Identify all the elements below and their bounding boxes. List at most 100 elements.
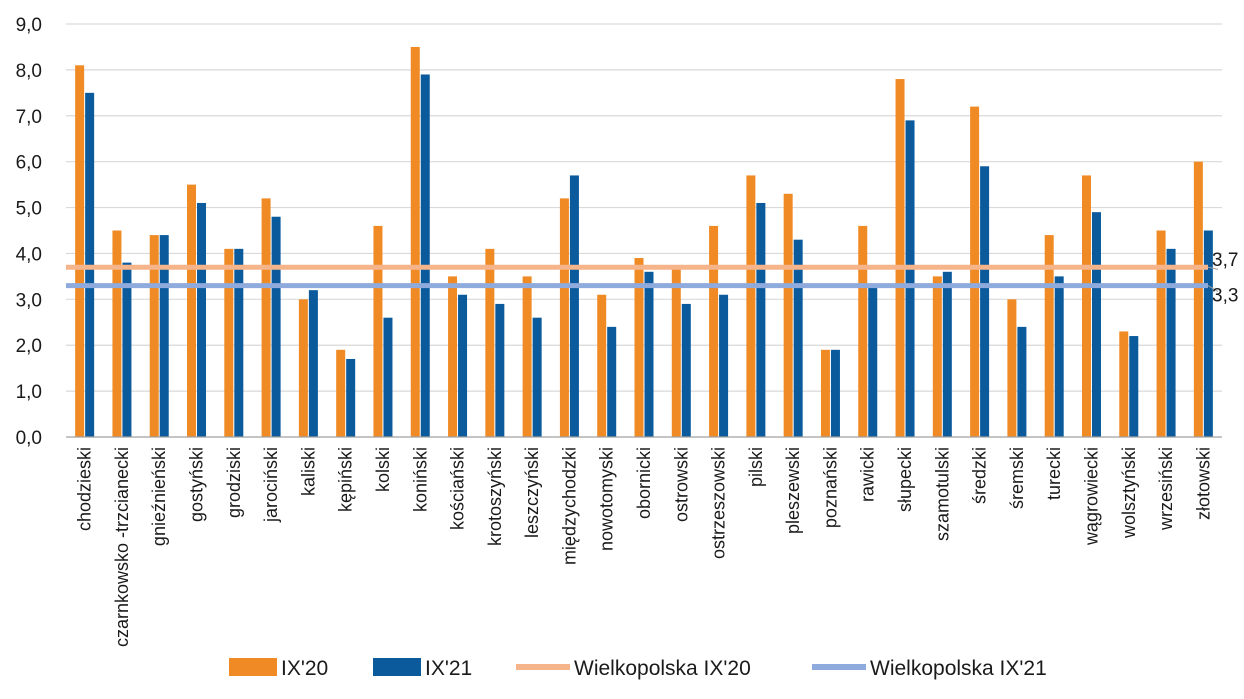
legend-swatch: [373, 658, 421, 676]
bar-ix21: [644, 271, 654, 437]
bar-ix21: [1054, 276, 1064, 437]
reference-leader: [1207, 266, 1219, 270]
bar-ix21: [1203, 230, 1213, 437]
bar-ix20: [187, 184, 197, 437]
bar-ix21: [458, 294, 468, 437]
bar-ix20: [1119, 331, 1129, 437]
legend-label: Wielkopolska IX'20: [574, 657, 751, 680]
y-tick-label: 7,0: [16, 107, 42, 128]
y-tick-label: 5,0: [16, 199, 42, 220]
category-label: obornicki: [634, 447, 654, 519]
legend-label: IX'20: [281, 657, 328, 680]
category-label: złotowski: [1193, 447, 1213, 520]
bar-ix21: [905, 120, 915, 437]
category-label: chodzieski: [75, 447, 95, 531]
bar-ix20: [336, 349, 346, 437]
y-tick-label: 9,0: [16, 15, 42, 36]
bar-ix21: [1129, 336, 1139, 437]
bar-ix20: [559, 198, 569, 437]
bar-ix21: [271, 216, 281, 437]
bar-ix21: [607, 326, 617, 437]
category-label: poznański: [820, 447, 840, 528]
legend-swatch: [229, 658, 277, 676]
category-label: wolsztyński: [1119, 447, 1139, 539]
bar-ix20: [75, 65, 85, 438]
category-label: średzki: [970, 447, 990, 504]
bar-ix21: [793, 239, 803, 437]
bar-ix21: [681, 303, 691, 437]
bar-ix20: [1193, 161, 1203, 437]
bar-ix21: [197, 202, 207, 437]
category-label: wągrowiecki: [1081, 447, 1101, 546]
bar-ix21: [420, 74, 430, 437]
bar-ix20: [485, 248, 495, 437]
category-label: kościański: [448, 447, 468, 530]
category-label: czarnkowsko -trzcianecki: [112, 447, 132, 647]
bars: [75, 46, 1213, 438]
y-axis-ticks: 0,0 1,0 2,0 3,0 4,0 5,0 6,0 7,0 8,0 9,0: [16, 15, 42, 449]
category-label: słupecki: [895, 447, 915, 512]
bar-ix20: [112, 230, 122, 437]
bar-ix21: [122, 262, 132, 437]
category-label: leszczyński: [522, 447, 542, 538]
bar-ix20: [895, 79, 905, 438]
legend: IX'20 IX'21 Wielkopolska IX'20 Wielkopolska…: [229, 657, 1047, 680]
bar-ix20: [224, 248, 234, 437]
y-tick-label: 3,0: [16, 290, 42, 311]
category-label: pilski: [746, 447, 766, 487]
category-label: szamotulski: [932, 447, 952, 541]
bar-ix20: [298, 299, 308, 437]
bar-ix21: [569, 175, 579, 437]
bar-ix20: [783, 193, 793, 437]
reference-label: 3,7: [1212, 250, 1238, 271]
category-label: koniński: [410, 447, 430, 512]
category-label: ostrowski: [671, 447, 691, 522]
bar-ix21: [1091, 212, 1101, 437]
bar-ix21: [1017, 326, 1027, 437]
bar-ix20: [1156, 230, 1166, 437]
bar-ix20: [634, 258, 644, 437]
y-tick-label: 2,0: [16, 336, 42, 357]
bar-ix21: [234, 248, 244, 437]
bar-ix20: [597, 294, 607, 437]
bar-ix20: [1081, 175, 1091, 437]
bar-ix21: [942, 271, 952, 437]
reference-lines: 3,7 3,3: [66, 250, 1238, 307]
category-label: gnieźnieński: [149, 447, 169, 546]
y-tick-label: 1,0: [16, 382, 42, 403]
bar-ix20: [1044, 235, 1054, 437]
bar-ix21: [159, 235, 169, 437]
bar-ix20: [858, 225, 868, 437]
category-label: grodziski: [224, 447, 244, 518]
bar-ix20: [746, 175, 756, 437]
bar-ix21: [719, 294, 729, 437]
bar-ix21: [868, 285, 878, 437]
bar-ix21: [308, 290, 318, 437]
category-label: kępiński: [336, 447, 356, 512]
bar-ix20: [820, 349, 830, 437]
category-label: kaliski: [298, 447, 318, 496]
bar-ix21: [980, 166, 990, 437]
bar-ix20: [149, 235, 159, 437]
category-label: wrzesiński: [1156, 447, 1176, 531]
category-label: międzychodzki: [559, 447, 579, 565]
category-label: nowotomyski: [597, 447, 617, 551]
bar-ix20: [261, 198, 271, 437]
legend-label: IX'21: [425, 657, 472, 680]
category-label: kolski: [373, 447, 393, 492]
gridlines: [66, 23, 1222, 392]
legend-label: Wielkopolska IX'21: [870, 657, 1047, 680]
bar-ix21: [532, 317, 542, 437]
bar-ix20: [373, 225, 383, 437]
category-label: śremski: [1007, 447, 1027, 509]
category-label: gostyński: [187, 447, 207, 522]
category-label: ostrzeszowski: [709, 447, 729, 559]
bar-ix20: [522, 276, 532, 437]
bar-ix21: [346, 358, 356, 437]
bar-ix20: [709, 225, 719, 437]
y-tick-label: 4,0: [16, 244, 42, 265]
bar-ix21: [830, 349, 840, 437]
bar-ix20: [932, 276, 942, 437]
category-label: turecki: [1044, 447, 1064, 500]
